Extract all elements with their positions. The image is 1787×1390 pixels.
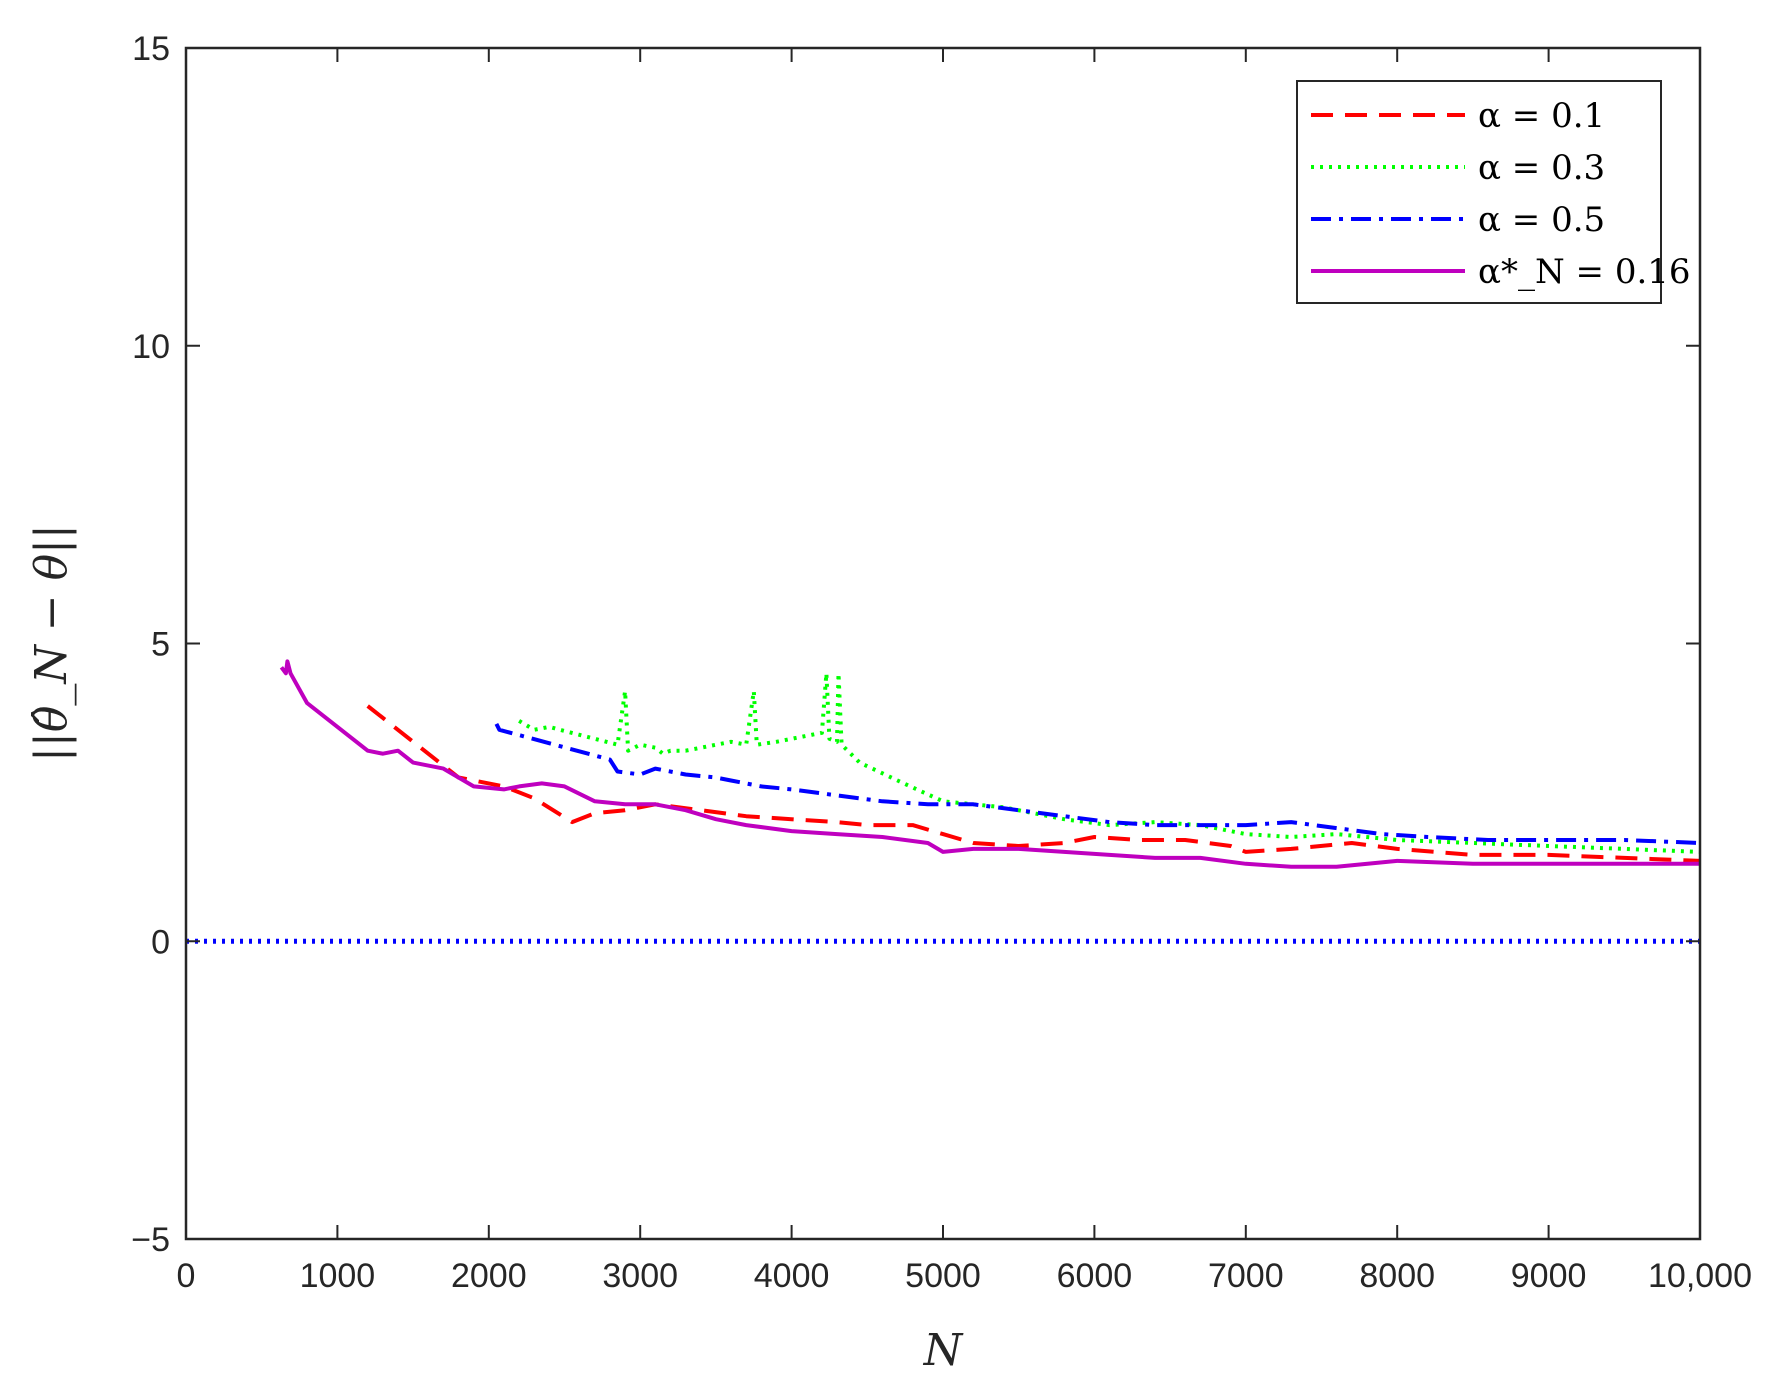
- y-tick-label: 0: [151, 923, 170, 961]
- legend-label: α = 0.3: [1478, 148, 1605, 188]
- legend: α = 0.1 α = 0.3 α = 0.5 α*_N = 0.16: [1296, 80, 1691, 304]
- legend-entries: α = 0.1 α = 0.3 α = 0.5 α*_N = 0.16: [1311, 96, 1691, 292]
- series-layer: [186, 659, 1701, 944]
- series-line-0: [366, 704, 1701, 863]
- y-axis-label: ||θ̂_N − θ||: [26, 524, 77, 762]
- x-tick-label: 1000: [300, 1257, 376, 1295]
- x-tick-label: 5000: [905, 1257, 981, 1295]
- legend-box: [1296, 80, 1662, 304]
- y-tick-label: 15: [132, 30, 170, 68]
- series-line-3: [279, 659, 1700, 869]
- x-tick-label: 0: [177, 1257, 196, 1295]
- x-tick-label: 8000: [1359, 1257, 1435, 1295]
- y-tick-label: 5: [151, 626, 170, 664]
- labels-layer: 0 1000 2000 3000 4000 5000 6000 7000 8000 9000 10,…: [131, 30, 1752, 1295]
- series-line-1: [518, 671, 1701, 854]
- legend-label: α = 0.1: [1478, 96, 1605, 136]
- ticks-layer: [185, 47, 1701, 1240]
- legend-label: α = 0.5: [1478, 200, 1605, 240]
- x-tick-label: 3000: [602, 1257, 678, 1295]
- y-tick-label: 10: [132, 328, 170, 366]
- x-tick-label: 2000: [451, 1257, 527, 1295]
- y-tick-label: −5: [131, 1221, 170, 1259]
- x-tick-label: 10,000: [1648, 1257, 1752, 1295]
- x-tick-label: 4000: [754, 1257, 830, 1295]
- x-axis-label: N: [923, 1325, 964, 1376]
- x-tick-label: 6000: [1057, 1257, 1133, 1295]
- series-line-2: [494, 722, 1701, 845]
- legend-label: α*_N = 0.16: [1478, 252, 1691, 292]
- x-tick-label: 7000: [1208, 1257, 1284, 1295]
- x-tick-label: 9000: [1511, 1257, 1587, 1295]
